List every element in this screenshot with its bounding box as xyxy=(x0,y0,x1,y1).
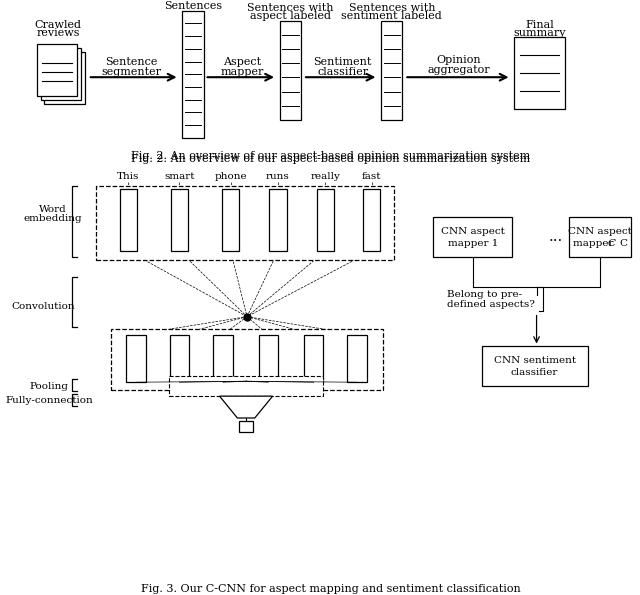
Text: mapper  C: mapper C xyxy=(573,239,628,248)
Bar xyxy=(222,189,239,251)
Text: Sentences with: Sentences with xyxy=(349,2,435,12)
Text: Fig. 3. Our C-CNN for aspect mapping and sentiment classification: Fig. 3. Our C-CNN for aspect mapping and… xyxy=(141,584,521,594)
Polygon shape xyxy=(220,396,273,418)
Text: Sentiment: Sentiment xyxy=(314,57,372,67)
Text: embedding: embedding xyxy=(24,214,83,223)
Bar xyxy=(127,334,146,382)
Bar xyxy=(213,334,232,382)
Text: Opinion: Opinion xyxy=(436,55,481,65)
Bar xyxy=(481,346,588,386)
Bar xyxy=(304,334,323,382)
Bar xyxy=(170,334,189,382)
Bar xyxy=(97,186,394,260)
Text: defined aspects?: defined aspects? xyxy=(447,300,534,309)
Text: Word: Word xyxy=(39,205,67,214)
Text: summary: summary xyxy=(513,29,566,39)
Text: Sentences with: Sentences with xyxy=(247,2,333,12)
Text: mapper 1: mapper 1 xyxy=(448,239,498,248)
Text: C: C xyxy=(608,239,616,248)
Text: ...: ... xyxy=(548,230,563,244)
Bar xyxy=(515,37,564,109)
Text: Sentences: Sentences xyxy=(164,1,222,11)
Text: really: really xyxy=(310,172,340,181)
Text: CNN sentiment: CNN sentiment xyxy=(493,356,576,365)
Text: This: This xyxy=(117,172,140,181)
Text: CNN aspect: CNN aspect xyxy=(441,227,505,236)
Text: Belong to pre-: Belong to pre- xyxy=(447,290,522,299)
Bar xyxy=(239,421,253,432)
Text: reviews: reviews xyxy=(36,29,79,39)
Bar xyxy=(182,11,204,138)
Text: sentiment labeled: sentiment labeled xyxy=(341,11,442,21)
Bar xyxy=(169,376,323,396)
Text: runs: runs xyxy=(266,172,290,181)
Text: classifier: classifier xyxy=(511,368,558,377)
Text: Fig. 2. An overview of our aspect-based opinion summarization system: Fig. 2. An overview of our aspect-based … xyxy=(131,151,531,161)
Bar xyxy=(111,328,383,390)
Bar xyxy=(363,189,380,251)
Bar xyxy=(317,189,334,251)
Bar xyxy=(183,381,309,391)
Bar xyxy=(433,217,513,257)
Text: Aspect: Aspect xyxy=(223,57,261,67)
Text: smart: smart xyxy=(164,172,195,181)
Bar xyxy=(36,45,77,96)
Text: CNN aspect: CNN aspect xyxy=(568,227,632,236)
Bar xyxy=(269,189,287,251)
Text: Fig. 2. An overview of our aspect-based opinion summarization system: Fig. 2. An overview of our aspect-based … xyxy=(131,154,531,164)
Bar xyxy=(381,21,403,120)
Bar xyxy=(280,21,301,120)
Bar xyxy=(171,189,188,251)
Text: Pooling: Pooling xyxy=(29,382,68,391)
Text: Fully-connection: Fully-connection xyxy=(5,396,93,405)
Text: phone: phone xyxy=(214,172,247,181)
Text: Crawled: Crawled xyxy=(35,20,81,30)
Text: segmenter: segmenter xyxy=(101,67,161,77)
Text: fast: fast xyxy=(362,172,381,181)
Bar xyxy=(259,334,278,382)
Text: classifier: classifier xyxy=(317,67,368,77)
Bar xyxy=(40,48,81,100)
Bar xyxy=(570,217,631,257)
Text: Convolution: Convolution xyxy=(12,302,76,311)
Text: aspect labeled: aspect labeled xyxy=(250,11,331,21)
Text: mapper: mapper xyxy=(221,67,264,77)
Bar xyxy=(348,334,367,382)
Bar xyxy=(120,189,137,251)
Text: Sentence: Sentence xyxy=(105,57,157,67)
Text: aggregator: aggregator xyxy=(427,65,490,75)
Text: Final: Final xyxy=(525,20,554,30)
Bar xyxy=(44,52,85,104)
